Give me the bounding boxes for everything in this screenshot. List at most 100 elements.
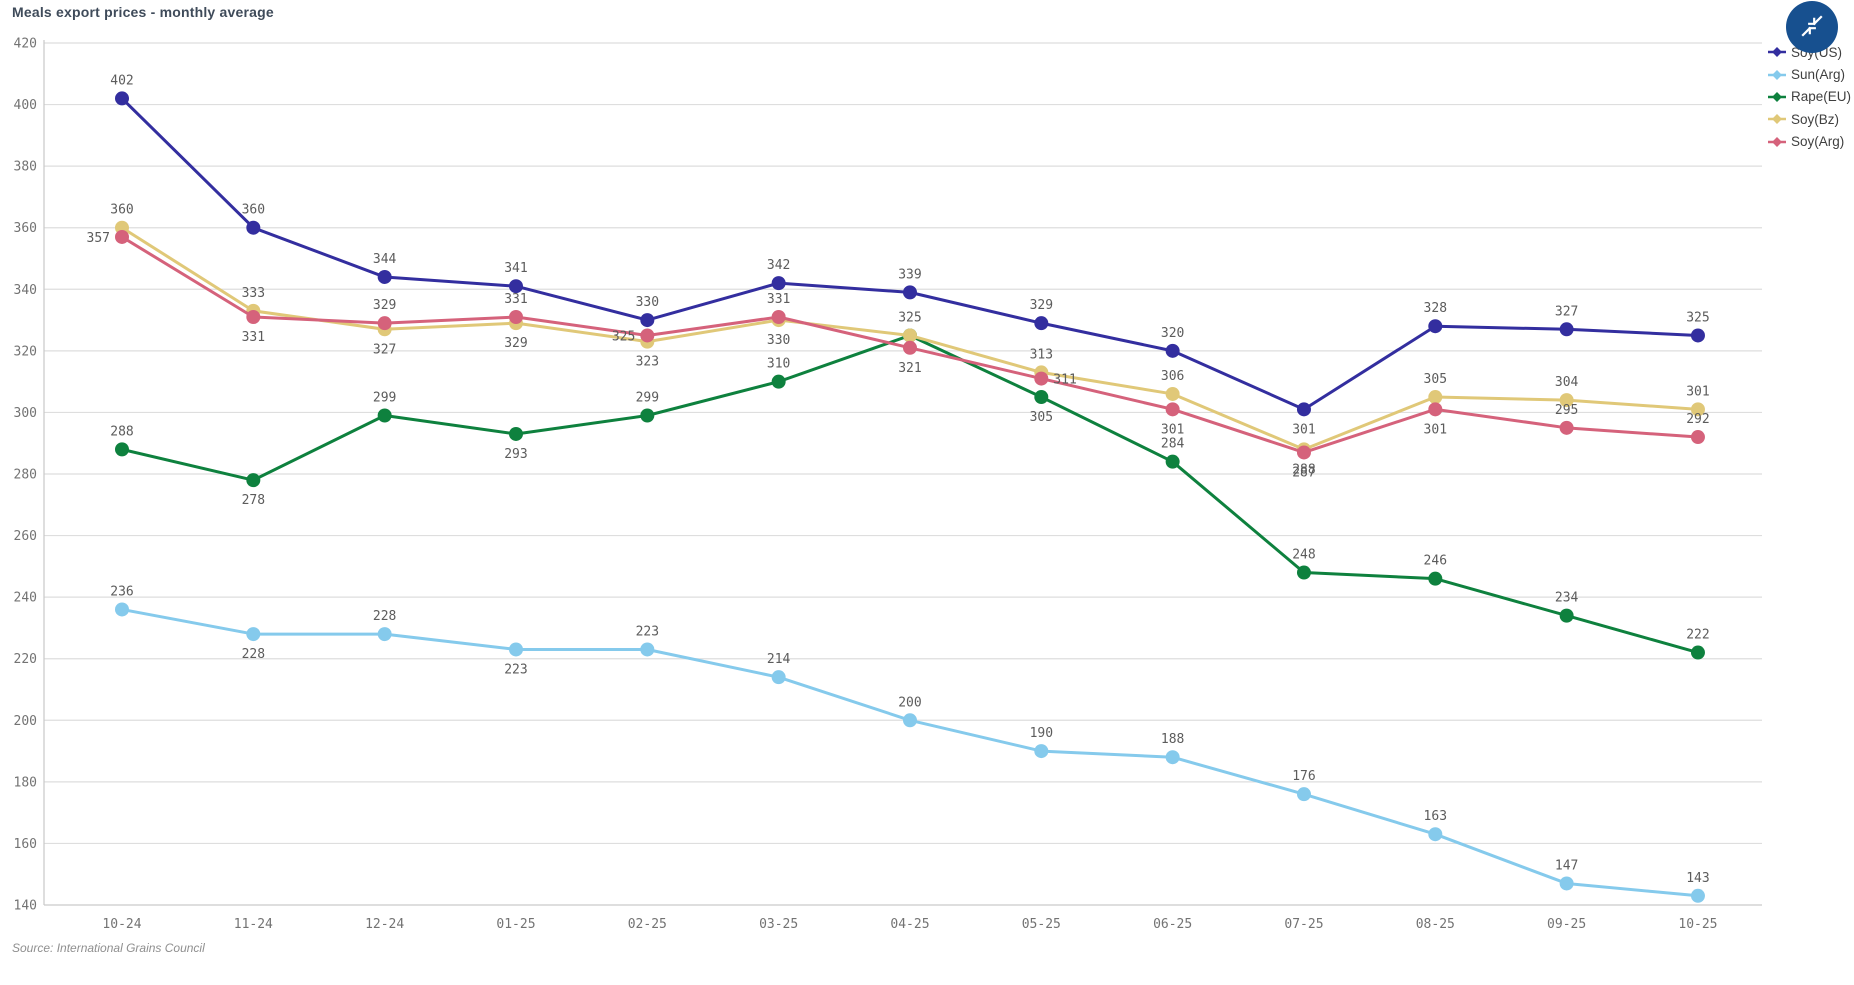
point-label: 333: [242, 286, 265, 301]
data-point-Soy(US)[interactable]: [771, 276, 786, 291]
point-label: 228: [242, 647, 265, 662]
legend-marker-icon: [1768, 92, 1786, 102]
point-label: 327: [373, 342, 396, 357]
point-label: 236: [110, 584, 133, 599]
data-point-Soy(US)[interactable]: [377, 269, 392, 284]
data-point-Soy(Bz)[interactable]: [1559, 393, 1574, 408]
point-label: 331: [504, 292, 527, 307]
data-point-Rape(EU)[interactable]: [1034, 390, 1049, 405]
data-point-Soy(US)[interactable]: [1165, 343, 1180, 358]
data-point-Rape(EU)[interactable]: [640, 408, 655, 423]
data-point-Sun(Arg)[interactable]: [1690, 888, 1705, 903]
y-tick-label: 140: [14, 899, 37, 914]
point-label: 287: [1292, 465, 1315, 480]
point-label: 360: [110, 203, 133, 218]
point-label: 305: [1030, 410, 1053, 425]
point-label: 329: [1030, 298, 1053, 313]
data-point-Soy(Arg)[interactable]: [1559, 420, 1574, 435]
data-point-Rape(EU)[interactable]: [1165, 454, 1180, 469]
data-point-Soy(US)[interactable]: [902, 285, 917, 300]
data-point-Soy(Bz)[interactable]: [1690, 402, 1705, 417]
legend-item-sun-arg[interactable]: Sun(Arg): [1768, 63, 1854, 85]
data-point-Sun(Arg)[interactable]: [1559, 876, 1574, 891]
source-note: Source: International Grains Council: [12, 941, 205, 955]
data-point-Sun(Arg)[interactable]: [771, 670, 786, 685]
legend-item-soy-arg[interactable]: Soy(Arg): [1768, 131, 1854, 153]
data-point-Sun(Arg)[interactable]: [508, 642, 523, 657]
point-label: 331: [242, 330, 265, 345]
data-point-Rape(EU)[interactable]: [1428, 571, 1443, 586]
x-tick-label: 10-25: [1678, 917, 1717, 932]
data-point-Soy(US)[interactable]: [115, 91, 129, 106]
data-point-Soy(US)[interactable]: [1428, 319, 1443, 334]
y-tick-label: 200: [14, 714, 37, 729]
data-point-Rape(EU)[interactable]: [1690, 645, 1705, 660]
data-point-Soy(Arg)[interactable]: [508, 309, 523, 324]
data-point-Rape(EU)[interactable]: [1296, 565, 1311, 580]
data-point-Sun(Arg)[interactable]: [246, 627, 261, 642]
x-tick-label: 05-25: [1022, 917, 1061, 932]
y-tick-label: 220: [14, 652, 37, 667]
point-label: 163: [1424, 809, 1447, 824]
point-label: 313: [1030, 347, 1053, 362]
point-label: 311: [1053, 373, 1076, 388]
point-label: 293: [504, 447, 527, 462]
data-point-Soy(US)[interactable]: [640, 313, 655, 328]
data-point-Soy(Bz)[interactable]: [1428, 390, 1443, 405]
point-label: 176: [1292, 769, 1315, 784]
point-label: 299: [636, 391, 659, 406]
data-point-Soy(Arg)[interactable]: [771, 309, 786, 324]
data-point-Soy(US)[interactable]: [1690, 328, 1705, 343]
data-point-Soy(Bz)[interactable]: [1165, 386, 1180, 401]
x-tick-label: 08-25: [1416, 917, 1455, 932]
data-point-Soy(Arg)[interactable]: [1034, 371, 1049, 386]
data-point-Sun(Arg)[interactable]: [1165, 750, 1180, 765]
point-label: 223: [504, 662, 527, 677]
data-point-Soy(Arg)[interactable]: [1428, 402, 1443, 417]
data-point-Soy(Arg)[interactable]: [246, 309, 261, 324]
data-point-Soy(US)[interactable]: [1296, 402, 1311, 417]
data-point-Sun(Arg)[interactable]: [902, 713, 917, 728]
data-point-Sun(Arg)[interactable]: [1296, 787, 1311, 802]
data-point-Rape(EU)[interactable]: [1559, 608, 1574, 623]
data-point-Soy(Bz)[interactable]: [902, 328, 917, 343]
data-point-Rape(EU)[interactable]: [246, 473, 261, 488]
data-point-Sun(Arg)[interactable]: [640, 642, 655, 657]
data-point-Soy(Arg)[interactable]: [1165, 402, 1180, 417]
data-point-Rape(EU)[interactable]: [508, 426, 523, 441]
point-label: 327: [1555, 304, 1578, 319]
minimize-chart-button[interactable]: [1786, 1, 1838, 53]
legend-label: Soy(Arg): [1791, 134, 1845, 150]
x-tick-label: 06-25: [1153, 917, 1192, 932]
data-point-Soy(Arg)[interactable]: [1296, 445, 1311, 460]
data-point-Sun(Arg)[interactable]: [1034, 744, 1049, 759]
data-point-Soy(Arg)[interactable]: [115, 229, 129, 244]
data-point-Rape(EU)[interactable]: [377, 408, 392, 423]
point-label: 325: [898, 310, 921, 325]
data-point-Soy(Arg)[interactable]: [1690, 430, 1705, 445]
point-label: 330: [636, 295, 659, 310]
data-point-Soy(Arg)[interactable]: [377, 316, 392, 331]
point-label: 323: [636, 355, 659, 370]
legend-item-rape-eu[interactable]: Rape(EU): [1768, 86, 1854, 108]
x-tick-label: 01-25: [496, 917, 535, 932]
legend-item-soy-bz[interactable]: Soy(Bz): [1768, 108, 1854, 130]
data-point-Soy(US)[interactable]: [1559, 322, 1574, 337]
data-point-Soy(US)[interactable]: [508, 279, 523, 294]
point-label: 288: [1292, 462, 1315, 477]
data-point-Sun(Arg)[interactable]: [377, 627, 392, 642]
data-point-Sun(Arg)[interactable]: [115, 602, 129, 617]
data-point-Soy(US)[interactable]: [246, 220, 261, 235]
legend-marker-icon: [1768, 47, 1786, 58]
y-tick-label: 180: [14, 775, 37, 790]
point-label: 329: [373, 298, 396, 313]
data-point-Sun(Arg)[interactable]: [1428, 827, 1443, 842]
data-point-Rape(EU)[interactable]: [771, 374, 786, 389]
y-tick-label: 280: [14, 468, 37, 483]
data-point-Soy(US)[interactable]: [1034, 316, 1049, 331]
data-point-Soy(Arg)[interactable]: [902, 340, 917, 355]
data-point-Soy(Arg)[interactable]: [640, 328, 655, 343]
y-tick-label: 320: [14, 344, 37, 359]
data-point-Rape(EU)[interactable]: [115, 442, 129, 457]
